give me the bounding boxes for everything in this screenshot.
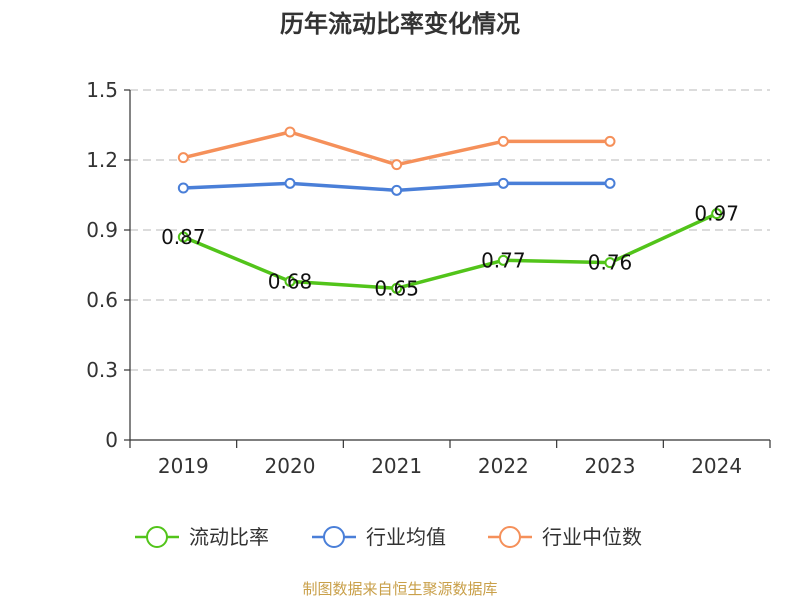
series-point-1: [177, 182, 189, 194]
data-label: 0.68: [268, 269, 313, 293]
legend-marker: [146, 526, 168, 548]
grid-lines: [130, 89, 770, 371]
series-point-0: [711, 208, 723, 220]
x-tick-label: 2024: [691, 454, 742, 478]
y-tick-label: 0.3: [86, 358, 118, 382]
series-point-2: [284, 126, 296, 138]
legend-item-1[interactable]: 行业均值: [312, 525, 446, 549]
data-label: 0.77: [481, 248, 526, 272]
legend-label: 行业均值: [366, 525, 446, 549]
data-label: 0.97: [694, 202, 739, 226]
y-tick-label: 1.2: [86, 148, 118, 172]
series-point-1: [497, 177, 509, 189]
y-tick-label: 0.9: [86, 218, 118, 242]
series-point-2: [391, 159, 403, 171]
legend: 流动比率 行业均值 行业中位数: [135, 525, 642, 549]
legend-label: 流动比率: [189, 525, 269, 549]
series-point-1: [284, 177, 296, 189]
x-tick-label: 2019: [158, 454, 209, 478]
series-point-2: [177, 152, 189, 164]
series-point-0: [497, 254, 509, 266]
series-layer: [177, 126, 723, 294]
series-point-2: [497, 135, 509, 147]
legend-item-0[interactable]: 流动比率: [135, 525, 269, 549]
y-tick-label: 0: [105, 428, 118, 452]
x-tick-label: 2021: [371, 454, 422, 478]
y-tick-label: 1.5: [86, 78, 118, 102]
source-note: 制图数据来自恒生聚源数据库: [302, 580, 497, 598]
data-label: 0.87: [161, 225, 206, 249]
data-label: 0.76: [588, 251, 633, 275]
axes: 0 0.3 0.6 0.9 1.2 1.5 2019 2020 2021 2022 2023 2024: [86, 78, 771, 478]
series-point-2: [604, 135, 616, 147]
y-tick-label: 0.6: [86, 288, 118, 312]
legend-item-2[interactable]: 行业中位数: [488, 525, 642, 549]
series-point-0: [604, 257, 616, 269]
series-point-0: [391, 282, 403, 294]
x-tick-label: 2022: [478, 454, 529, 478]
chart-title: 历年流动比率变化情况: [280, 10, 520, 38]
data-labels: 0.87 0.68 0.65 0.77 0.76 0.97: [161, 202, 739, 301]
series-point-1: [391, 184, 403, 196]
legend-marker: [323, 526, 345, 548]
series-point-0: [284, 275, 296, 287]
series-line-0: [181, 211, 719, 291]
x-tick-label: 2023: [585, 454, 636, 478]
legend-marker: [499, 526, 521, 548]
legend-label: 行业中位数: [542, 525, 642, 549]
x-tick-label: 2020: [265, 454, 316, 478]
series-point-0: [177, 231, 189, 243]
data-label: 0.65: [374, 276, 419, 300]
series-point-1: [604, 177, 616, 189]
